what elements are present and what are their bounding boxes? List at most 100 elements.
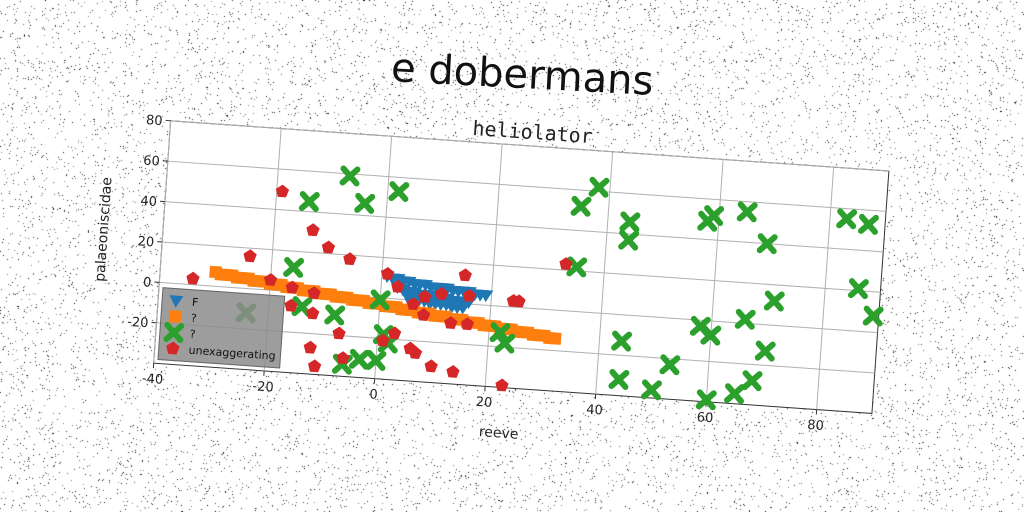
legend-marker-3 [166, 341, 180, 355]
x-tick-label: 0 [369, 387, 378, 403]
data-point-series-3 [275, 184, 290, 198]
data-point-series-2 [756, 233, 778, 255]
data-point-series-2 [494, 332, 516, 354]
data-point-series-2 [489, 322, 511, 344]
y-tick-label: 0 [142, 275, 151, 291]
data-point-series-2 [659, 354, 681, 376]
data-point-series-3 [243, 249, 257, 263]
data-point-series-1 [548, 332, 562, 345]
data-point-series-2 [734, 308, 756, 330]
data-point-series-3 [285, 280, 300, 294]
legend-marker-0 [169, 295, 184, 308]
data-point-series-2 [619, 211, 641, 233]
data-point-series-2 [858, 213, 879, 235]
data-point-series-3 [512, 294, 526, 308]
data-point-series-0 [456, 302, 471, 315]
legend-marker-2 [163, 322, 185, 343]
x-tick-label: 60 [696, 410, 714, 426]
data-point-series-2 [339, 165, 361, 187]
legend-label-1: ? [190, 312, 197, 325]
data-point-series-3 [376, 333, 390, 347]
data-point-series-2 [697, 210, 719, 232]
data-point-series-2 [566, 256, 588, 278]
data-point-series-2 [741, 370, 763, 392]
x-tick-label: 40 [586, 403, 604, 419]
data-point-series-3 [444, 316, 458, 329]
data-point-series-3 [435, 287, 449, 300]
data-point-series-3 [446, 365, 460, 378]
data-point-series-3 [462, 288, 477, 302]
data-point-series-2 [608, 369, 630, 390]
data-point-series-2 [369, 289, 391, 311]
data-point-series-3 [306, 306, 320, 320]
x-axis-label: reeve [478, 424, 519, 443]
data-point-series-3 [458, 268, 472, 282]
data-point-series-2 [862, 305, 884, 327]
data-point-series-2 [283, 256, 305, 278]
data-point-series-2 [588, 176, 610, 198]
data-point-series-2 [611, 330, 633, 352]
data-point-series-3 [406, 297, 420, 311]
data-point-series-2 [641, 379, 662, 401]
legend-label-3: unexaggerating [188, 344, 276, 363]
data-point-series-2 [847, 278, 869, 300]
data-point-series-2 [324, 304, 346, 326]
legend-box [157, 287, 286, 369]
data-point-series-3 [306, 223, 320, 237]
data-point-series-2 [724, 383, 745, 405]
data-point-series-2 [388, 181, 410, 203]
legend-marker-1 [168, 310, 182, 323]
data-point-series-3 [303, 340, 317, 354]
data-point-series-3 [186, 271, 200, 285]
data-point-series-2 [365, 349, 387, 371]
y-axis-label: palaeoniscidae [92, 177, 115, 283]
y-gridline [162, 241, 881, 293]
x-tick-label: -20 [252, 379, 274, 395]
data-point-series-3 [418, 289, 432, 303]
y-tick-label: -20 [127, 315, 149, 331]
plot-area: -40 -20 0 20 40 60 80 -20 0 20 40 60 80 F?? unexaggera… [127, 113, 890, 434]
data-point-series-3 [284, 298, 298, 312]
data-point-series-2 [348, 348, 370, 370]
y-tick-label: 40 [140, 194, 158, 210]
y-gridline [170, 120, 889, 172]
data-point-series-2 [618, 229, 640, 251]
data-point-series-0 [479, 289, 494, 303]
data-point-series-3 [408, 346, 423, 359]
data-point-series-3 [264, 273, 278, 286]
y-tick-label: 80 [146, 113, 164, 129]
data-point-series-3 [336, 351, 350, 365]
data-point-series-2 [354, 192, 376, 214]
data-point-series-3 [332, 326, 346, 340]
data-point-series-3 [307, 286, 321, 300]
data-point-series-2 [754, 340, 776, 362]
y-gridline [167, 160, 887, 212]
data-point-series-3 [559, 257, 573, 271]
data-point-series-3 [321, 240, 336, 254]
y-gridline [159, 281, 878, 334]
data-point-series-2 [700, 324, 722, 346]
data-point-series-3 [343, 252, 357, 266]
x-tick-label: 80 [807, 418, 825, 434]
data-point-series-3 [460, 317, 475, 331]
legend-label-2: ? [189, 328, 196, 341]
data-point-series-2 [298, 191, 320, 213]
x-tick-label: -40 [141, 371, 163, 387]
data-point-series-2 [570, 195, 592, 217]
data-point-series-3 [308, 359, 322, 373]
chart-title: e dobermans [390, 45, 655, 105]
data-point-series-3 [424, 359, 438, 373]
data-point-series-3 [388, 326, 402, 340]
y-tick-label: 60 [143, 153, 161, 169]
legend-label-0: F [192, 296, 199, 309]
y-tick-label: 20 [137, 234, 155, 250]
data-point-series-2 [836, 208, 858, 230]
data-point-series-2 [695, 389, 717, 411]
data-point-series-2 [736, 201, 758, 223]
data-point-series-3 [417, 308, 431, 321]
data-point-series-3 [391, 279, 405, 293]
data-point-series-2 [763, 290, 785, 312]
x-tick-label: 20 [475, 395, 493, 411]
data-point-series-3 [495, 378, 509, 392]
